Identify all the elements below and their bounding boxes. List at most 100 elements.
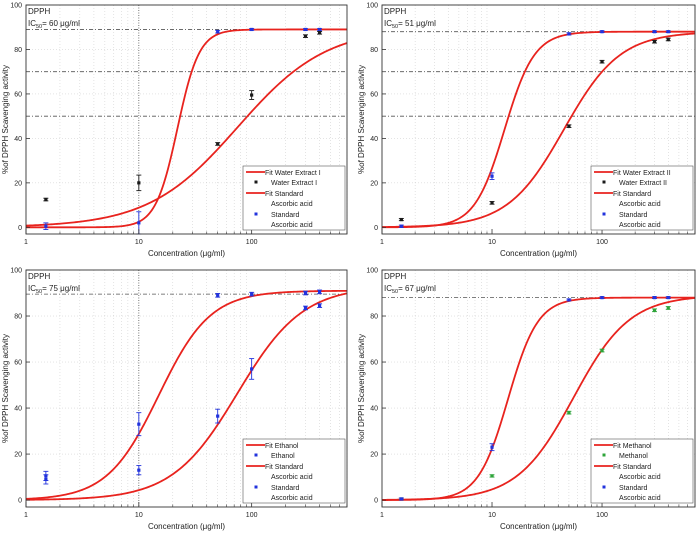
data-marker (567, 124, 571, 128)
ic50-subscript: 50 (36, 289, 42, 295)
data-point (652, 308, 658, 313)
y-tick-label: 20 (14, 180, 22, 187)
y-tick-label: 0 (18, 225, 22, 232)
y-tick-label: 100 (10, 3, 22, 10)
data-point (43, 222, 49, 231)
ic50-value: = 75 μg/ml (42, 284, 80, 293)
y-tick-label: 40 (370, 406, 378, 413)
data-marker (652, 296, 657, 300)
fit-curve-1 (25, 292, 348, 501)
data-marker (490, 174, 494, 178)
data-point (302, 34, 308, 38)
chart-panel-3: 0 20 40 60 80 100 1 10 100 Concentration (μg/ml)%… (1, 268, 348, 531)
data-marker (317, 304, 322, 308)
legend-label: Fit Methanol (613, 443, 652, 450)
legend-label: Fit Water Extract I (265, 170, 321, 177)
plot-frame (381, 269, 696, 508)
data-point (652, 30, 658, 34)
ic50-prefix: IC (384, 284, 392, 293)
data-marker (666, 37, 670, 42)
data-point (665, 37, 671, 42)
data-point (599, 30, 605, 34)
fit-curve-2 (381, 30, 695, 229)
y-tick-label: 20 (14, 452, 22, 459)
y-tick-label: 100 (366, 3, 378, 10)
y-tick-label: 60 (14, 360, 22, 367)
data-point (43, 197, 49, 202)
data-marker (399, 224, 403, 228)
legend-label: Standard (271, 485, 300, 492)
data-marker (317, 27, 322, 32)
legend-swatch-marker (254, 453, 258, 457)
data-marker (600, 296, 604, 300)
data-point (599, 59, 605, 64)
data-point (136, 412, 142, 437)
y-axis-title: %of DPPH Scavenging activity (1, 65, 10, 174)
data-marker (567, 298, 571, 302)
y-tick-label: 20 (370, 180, 378, 187)
legend-label: Ascorbic acid (271, 495, 313, 502)
legend-swatch-marker (254, 180, 258, 184)
ic50-subscript: 50 (392, 289, 398, 295)
legend-label: Fit Standard (613, 191, 651, 198)
ic50-value: = 67 μg/ml (398, 284, 436, 293)
legend-swatch-marker (602, 180, 606, 184)
data-marker (567, 32, 571, 36)
data-marker (137, 468, 141, 472)
ic50-prefix: IC (28, 284, 36, 293)
data-point (215, 142, 221, 146)
data-point (136, 465, 142, 476)
x-tick-label: 1 (380, 239, 384, 246)
legend-swatch-marker (602, 453, 606, 457)
legend-label: Fit Standard (613, 464, 651, 471)
data-point (489, 443, 495, 452)
data-marker (652, 40, 657, 44)
legend-label: Ascorbic acid (619, 222, 661, 229)
data-point (489, 201, 495, 205)
legend-label: Fit Ethanol (265, 443, 299, 450)
data-marker (600, 30, 604, 34)
plot-frame (25, 269, 348, 508)
y-tick-label: 100 (366, 268, 378, 275)
y-tick-label: 40 (14, 136, 22, 143)
legend-label: Water Extract II (619, 180, 667, 187)
data-marker (600, 348, 604, 353)
plot-frame (25, 4, 348, 235)
y-tick-label: 60 (14, 91, 22, 98)
y-tick-label: 0 (374, 225, 378, 232)
legend-label: Ascorbic acid (619, 495, 661, 502)
legend-label: Standard (619, 212, 648, 219)
chart-panel-1: 0 20 40 60 80 100 1 10 100 Concentration (μg/ml)%… (1, 3, 348, 258)
y-tick-label: 40 (14, 406, 22, 413)
ic50-subscript: 50 (36, 24, 42, 30)
data-marker (216, 30, 220, 34)
data-marker (250, 292, 254, 296)
data-point (302, 290, 308, 296)
legend-label: Water Extract I (271, 180, 317, 187)
data-marker (250, 27, 254, 32)
data-point (665, 30, 671, 34)
data-point (489, 474, 495, 478)
y-tick-label: 100 (10, 268, 22, 275)
data-point (599, 348, 605, 353)
legend-label: Standard (271, 212, 300, 219)
x-tick-label: 1 (24, 239, 28, 246)
data-point (317, 31, 323, 35)
data-point (215, 408, 221, 424)
legend-label: Fit Water Extract II (613, 170, 671, 177)
data-point (302, 305, 308, 311)
x-axis-title: Concentration (μg/ml) (148, 522, 225, 531)
data-point (566, 298, 572, 302)
y-tick-label: 40 (370, 136, 378, 143)
legend: Fit Methanol Methanol Fit Standard Ascorbic… (590, 438, 694, 504)
data-marker (490, 474, 494, 478)
ic50-annotation: IC50= 60 μg/ml (28, 19, 80, 30)
x-tick-label: 100 (596, 512, 608, 519)
data-point (249, 291, 255, 297)
y-tick-label: 0 (18, 498, 22, 505)
legend: Fit Ethanol Ethanol Fit Standard Ascorbic a… (242, 438, 346, 504)
data-marker (600, 60, 604, 64)
data-marker (303, 291, 308, 295)
data-marker (137, 221, 141, 225)
ic50-prefix: IC (28, 19, 36, 28)
